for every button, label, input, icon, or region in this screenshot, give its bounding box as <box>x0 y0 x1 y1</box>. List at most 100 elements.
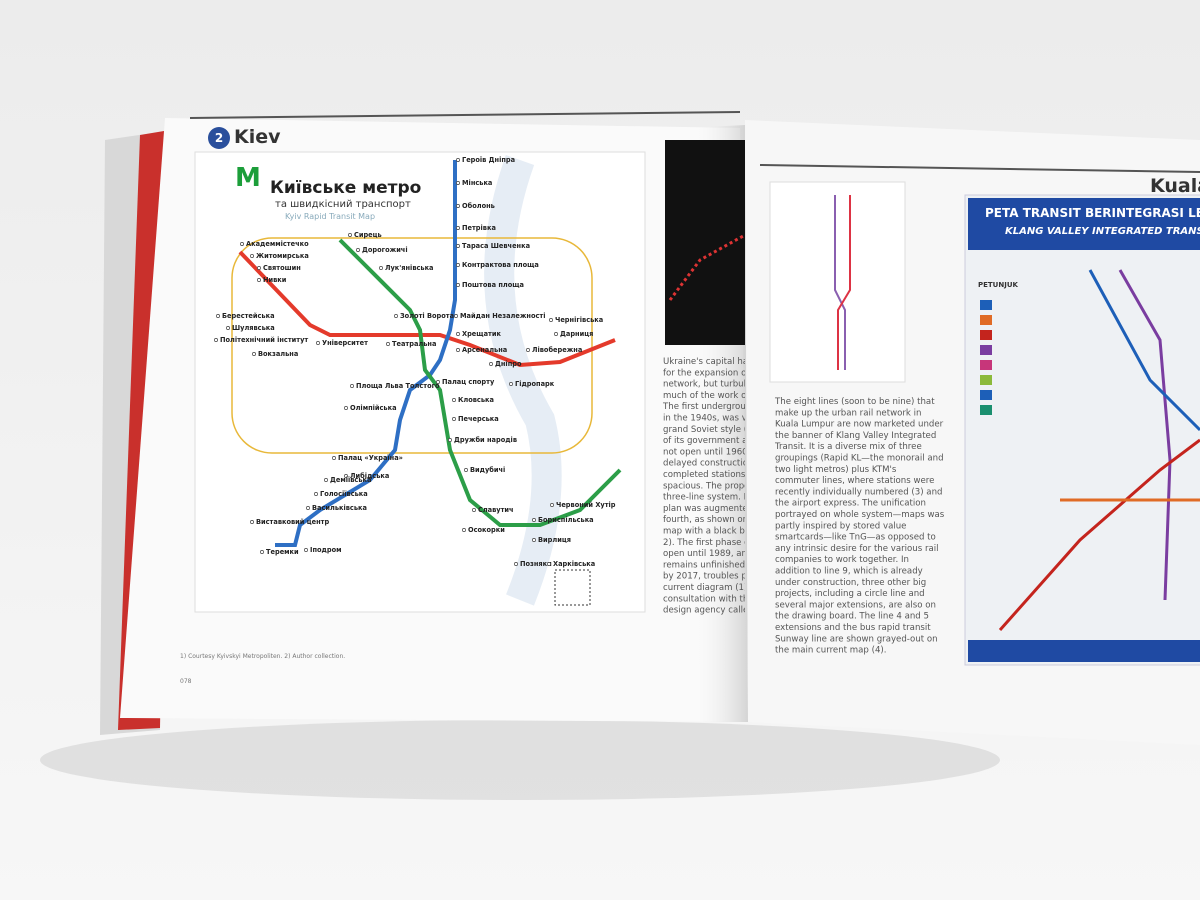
station-label: Дарниця <box>560 330 593 338</box>
station-label: Олімпійська <box>350 404 397 412</box>
station-dot <box>304 548 308 552</box>
body-line: make up the urban rail network in <box>775 408 921 418</box>
station-label: Сирець <box>354 231 382 239</box>
kl-map-header <box>968 198 1200 250</box>
station-label: Деміївська <box>330 476 371 484</box>
station-dot <box>350 384 354 388</box>
station-label: Лук'янівська <box>385 264 434 272</box>
station-label: Дружби народів <box>454 436 517 444</box>
station-dot <box>456 204 460 208</box>
kl-small-line <box>837 195 851 370</box>
body-line: Transit. It is a diverse mix of three <box>774 442 922 452</box>
kl-map-footer <box>968 640 1200 662</box>
page-title: Kiev <box>234 126 281 148</box>
header-rule <box>189 111 741 119</box>
station-label: Печерська <box>458 415 499 423</box>
station-dot <box>344 406 348 410</box>
station-label: Вокзальна <box>258 350 298 358</box>
body-line: much of the work on hold. <box>663 391 776 401</box>
station-dot <box>257 278 261 282</box>
body-line: of its government at the <box>663 436 768 446</box>
kl-map <box>964 194 1200 666</box>
station-dot <box>316 341 320 345</box>
body-line: remains unfinished. It <box>663 560 757 570</box>
station-dot <box>456 283 460 287</box>
station-dot <box>456 226 460 230</box>
kl-map-title: PETA TRANSIT BERINTEGRASI LE <box>985 206 1200 220</box>
station-label: Васильківська <box>312 504 367 512</box>
body-line: map with a black backgr <box>663 527 769 537</box>
body-line: grand Soviet style (due to <box>663 425 775 435</box>
station-label: Либідська <box>350 472 389 480</box>
body-line: in the 1940s, was very <box>663 414 761 424</box>
station-label: Героїв Дніпра <box>462 156 515 164</box>
body-line: not open until 1960. Desp <box>663 447 775 457</box>
body-line: consultation with the public <box>663 594 783 604</box>
kl-line <box>1118 269 1172 601</box>
station-label: Дорогожичі <box>362 246 408 254</box>
ring-line <box>231 237 593 454</box>
station-dot <box>456 332 460 336</box>
station-dot <box>509 382 513 386</box>
body-line: portrayed on whole system—maps was <box>775 510 945 520</box>
body-line: fourth, as shown on a <box>663 515 756 525</box>
station-dot <box>250 520 254 524</box>
station-label: Палац спорту <box>442 378 495 386</box>
station-label: Нивки <box>263 276 287 284</box>
station-dot <box>456 244 460 248</box>
station-dot <box>526 348 530 352</box>
station-label: Площа Льва Толстого <box>356 382 440 390</box>
body-line: delayed construction some <box>663 459 780 469</box>
station-dot <box>379 266 383 270</box>
station-label: Гідропарк <box>515 380 555 388</box>
station-label: Голосіївська <box>320 490 368 498</box>
station-dot <box>456 263 460 267</box>
map-english-title: Kyiv Rapid Transit Map <box>285 212 375 221</box>
station-dot <box>257 266 261 270</box>
station-dot <box>464 468 468 472</box>
body-line: three-line system. In the <box>663 493 768 503</box>
station-label: Майдан Незалежності <box>460 312 545 320</box>
page-number: 078 <box>180 678 192 685</box>
body-line: network, but turbulent <box>663 380 761 390</box>
station-dot <box>514 562 518 566</box>
station-label: Святошин <box>263 264 301 272</box>
caption: 1) Courtesy Kyivskyi Metropoliten. 2) Au… <box>180 653 345 660</box>
body-line: smartcards—like TnG—as opposed to <box>775 533 936 543</box>
station-dot <box>456 348 460 352</box>
station-label: Мінська <box>462 179 492 187</box>
map-subtitle: та швидкісний транспорт <box>275 198 411 210</box>
legend-swatches <box>980 300 992 415</box>
station-label: Бориспільська <box>538 516 594 524</box>
body-line: several major extensions, are also on <box>775 600 936 610</box>
station-label: Університет <box>322 339 368 347</box>
blue-line <box>275 160 457 547</box>
body-line: the banner of Klang Valley Integrated <box>775 431 936 441</box>
station-dot <box>452 398 456 402</box>
station-label: Петрівка <box>462 224 496 232</box>
station-dot <box>452 417 456 421</box>
station-label: Золоті Ворота <box>400 312 454 320</box>
station-label: Контрактова площа <box>462 261 539 269</box>
body-line: Sunway line are shown grayed-out on <box>775 634 938 644</box>
station-label: Славутич <box>478 506 514 514</box>
body-line: groupings (Rapid KL—the monorail and <box>775 454 944 464</box>
station-label: Іподром <box>310 546 342 554</box>
station-dot <box>214 338 218 342</box>
kl-small-line <box>834 195 846 370</box>
station-label: Хрещатик <box>462 330 501 338</box>
station-dot <box>394 314 398 318</box>
body-line: completed stations were <box>663 470 769 480</box>
station-label: Оболонь <box>462 202 495 210</box>
station-dot <box>448 438 452 442</box>
body-line: partly inspired by stored value <box>775 521 906 531</box>
body-line: The eight lines (soon to be nine) that <box>774 397 935 407</box>
station-label: Поштова площа <box>462 281 524 289</box>
body-line: two light metros) plus KTM's <box>775 465 897 475</box>
body-line: for the expansion of its <box>663 368 763 378</box>
station-dot <box>550 503 554 507</box>
body-line: current diagram (1) is <box>663 583 757 593</box>
station-label: Позняки <box>520 560 552 568</box>
station-label: Дніпро <box>495 360 522 368</box>
